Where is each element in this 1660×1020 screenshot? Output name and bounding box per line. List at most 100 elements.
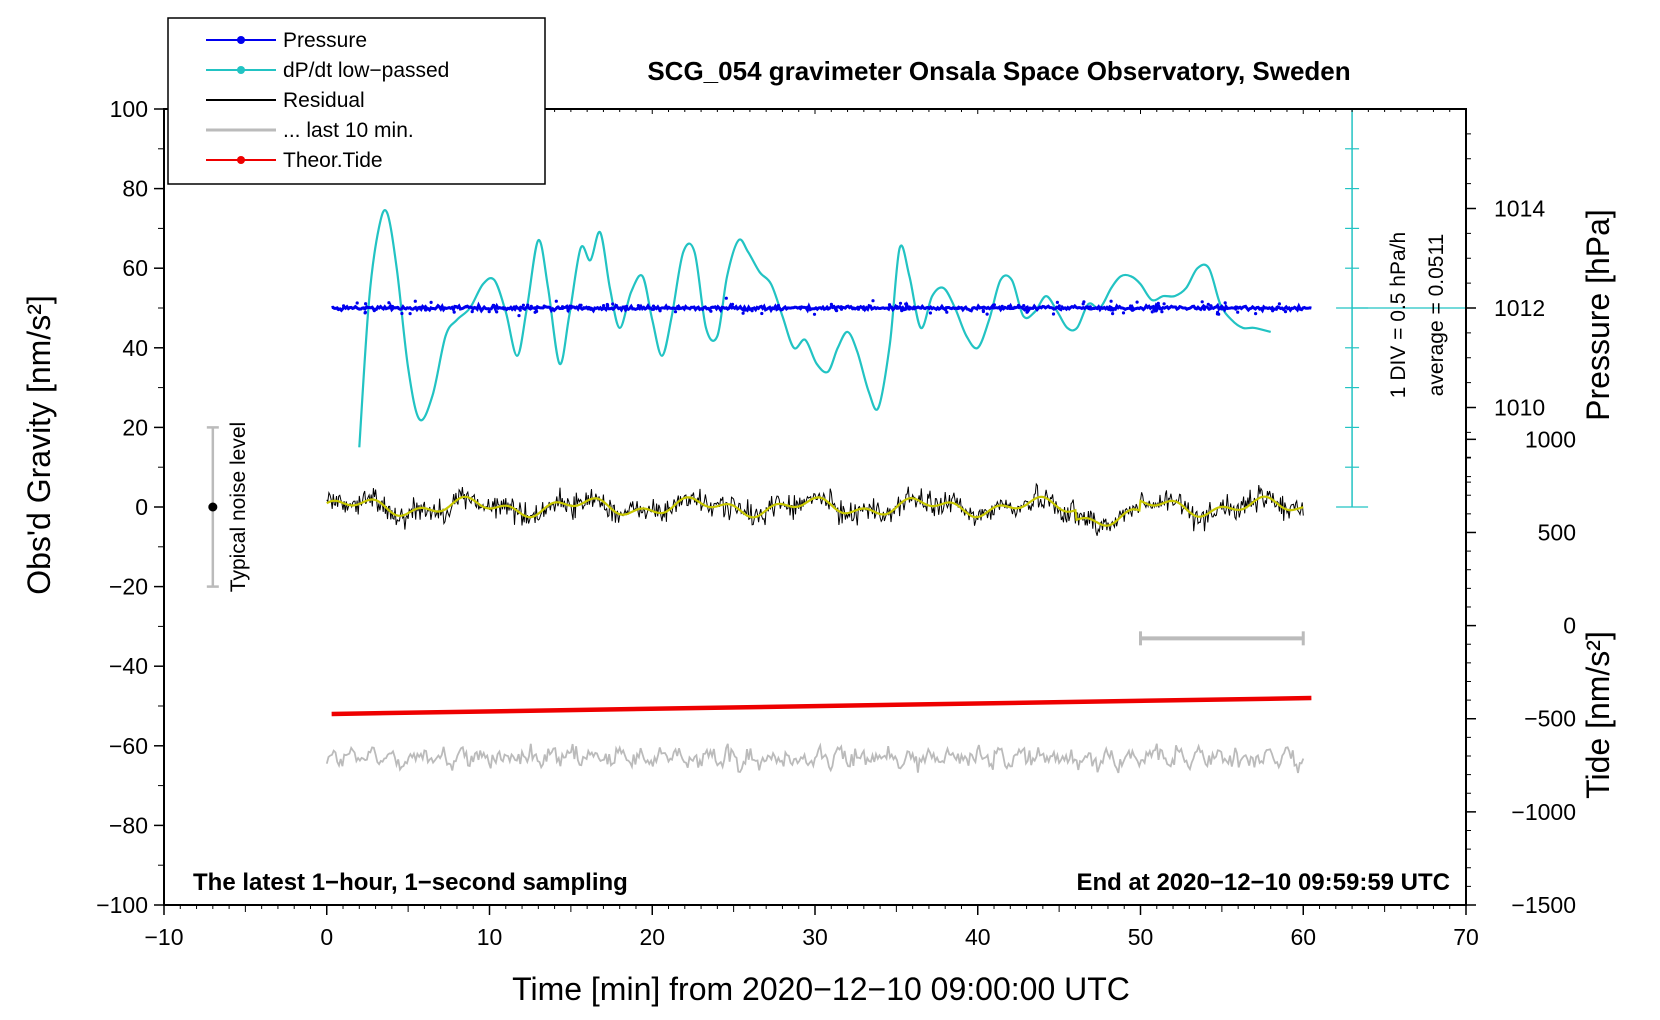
dpdt-average-label: average = 0.0511 <box>1425 234 1448 397</box>
pressure-point <box>677 307 681 311</box>
pressure-point <box>760 311 764 316</box>
pressure-point <box>985 312 989 316</box>
pressure-point <box>452 310 456 314</box>
pressure-point <box>928 311 933 315</box>
pressure-point <box>336 307 340 311</box>
pressure-point <box>1294 307 1298 311</box>
sampling-note: The latest 1−hour, 1−second sampling <box>193 869 628 896</box>
pressure-point <box>1088 305 1092 309</box>
pressure-point <box>560 305 565 309</box>
pressure-point <box>470 310 474 314</box>
pressure-point <box>798 305 803 309</box>
pressure-point <box>1057 304 1061 308</box>
pressure-point <box>1107 307 1111 311</box>
pressure-point <box>1130 308 1134 312</box>
pressure-point <box>742 308 747 312</box>
pressure-point <box>429 300 433 304</box>
pressure-point <box>396 306 400 310</box>
pressure-point <box>1109 299 1113 303</box>
pressure-point <box>1111 308 1115 312</box>
x-tick-label: 60 <box>1290 924 1316 950</box>
pressure-point <box>826 307 830 311</box>
pressure-point <box>1025 310 1029 314</box>
tide-tick-label: −500 <box>1524 706 1576 732</box>
tide-tick-label: −1000 <box>1511 799 1576 825</box>
pressure-point <box>981 309 986 314</box>
data-layer: 1 DIV = 0.5 hPa/h average = 0.0511 Typical… <box>206 108 1466 774</box>
x-tick-label: 40 <box>965 924 991 950</box>
pressure-point <box>1158 306 1162 311</box>
y-tick-label: −20 <box>109 574 148 600</box>
pressure-point <box>566 309 570 313</box>
pressure-point <box>725 306 729 310</box>
pressure-point <box>550 307 554 311</box>
pressure-point <box>709 309 713 313</box>
pressure-point <box>1277 302 1281 306</box>
pressure-point <box>1013 305 1017 309</box>
pressure-point <box>730 302 735 306</box>
x-tick-label: −10 <box>144 924 183 950</box>
left-axis-title: Obs'd Gravity [nm/s²] <box>21 295 57 595</box>
pressure-point <box>673 310 678 314</box>
pressure-point <box>605 302 609 307</box>
pressure-point <box>1271 309 1275 313</box>
pressure-point <box>1223 301 1227 305</box>
y-tick-label: 40 <box>122 335 148 361</box>
pressure-point <box>1206 302 1210 306</box>
pressure-point <box>1135 300 1139 304</box>
pressure-point <box>1283 310 1288 314</box>
y-tick-label: −60 <box>109 733 148 759</box>
tide-tick-label: 0 <box>1563 613 1576 639</box>
pressure-point <box>1160 310 1164 314</box>
pressure-point <box>363 307 367 311</box>
pressure-point <box>673 307 677 311</box>
pressure-point <box>1220 307 1224 311</box>
pressure-point <box>991 306 995 310</box>
pressure-point <box>1129 304 1133 308</box>
pressure-point <box>1085 305 1090 309</box>
pressure-point <box>625 304 629 308</box>
tide-tick-label: −1500 <box>1511 892 1576 918</box>
pressure-point <box>724 296 728 300</box>
pressure-point <box>517 314 521 318</box>
end-time-note: End at 2020−12−10 09:59:59 UTC <box>1076 869 1450 896</box>
y-tick-label: 20 <box>122 414 148 440</box>
dpdt-series-line <box>358 209 1271 448</box>
pressure-point <box>526 303 530 307</box>
pressure-point <box>856 307 861 311</box>
pressure-point <box>904 302 909 306</box>
tide-axis-title: Tide [nm/s²] <box>1580 631 1616 799</box>
x-tick-label: 50 <box>1128 924 1154 950</box>
chart-title: SCG_054 gravimeter Onsala Space Observat… <box>647 56 1350 86</box>
x-tick-label: 20 <box>639 924 665 950</box>
tide-tick-label: 1000 <box>1525 426 1576 452</box>
pressure-point <box>741 311 745 315</box>
pressure-point <box>851 307 855 311</box>
pressure-point <box>912 307 917 311</box>
y-tick-label: −100 <box>96 892 148 918</box>
pressure-point <box>556 305 560 309</box>
pressure-point <box>364 302 368 306</box>
pressure-point <box>1156 301 1160 305</box>
noise-level-center <box>208 502 218 512</box>
x-tick-label: 10 <box>477 924 503 950</box>
pressure-point <box>400 311 404 316</box>
pressure-point <box>671 306 675 310</box>
pressure-point <box>355 301 359 305</box>
pressure-point <box>1200 300 1204 304</box>
pressure-point <box>542 304 546 308</box>
pressure-point <box>589 306 593 310</box>
pressure-point <box>1234 307 1238 311</box>
pressure-point <box>495 310 499 314</box>
pressure-point <box>534 306 538 310</box>
pressure-point <box>1153 306 1157 310</box>
pressure-point <box>956 306 960 310</box>
pressure-point <box>582 306 586 310</box>
legend-marker <box>237 156 245 164</box>
pressure-point <box>1209 304 1213 308</box>
pressure-point <box>898 301 903 305</box>
pressure-point <box>776 303 781 308</box>
pressure-point <box>576 306 580 310</box>
pressure-point <box>1236 310 1240 314</box>
pressure-point <box>602 304 606 308</box>
